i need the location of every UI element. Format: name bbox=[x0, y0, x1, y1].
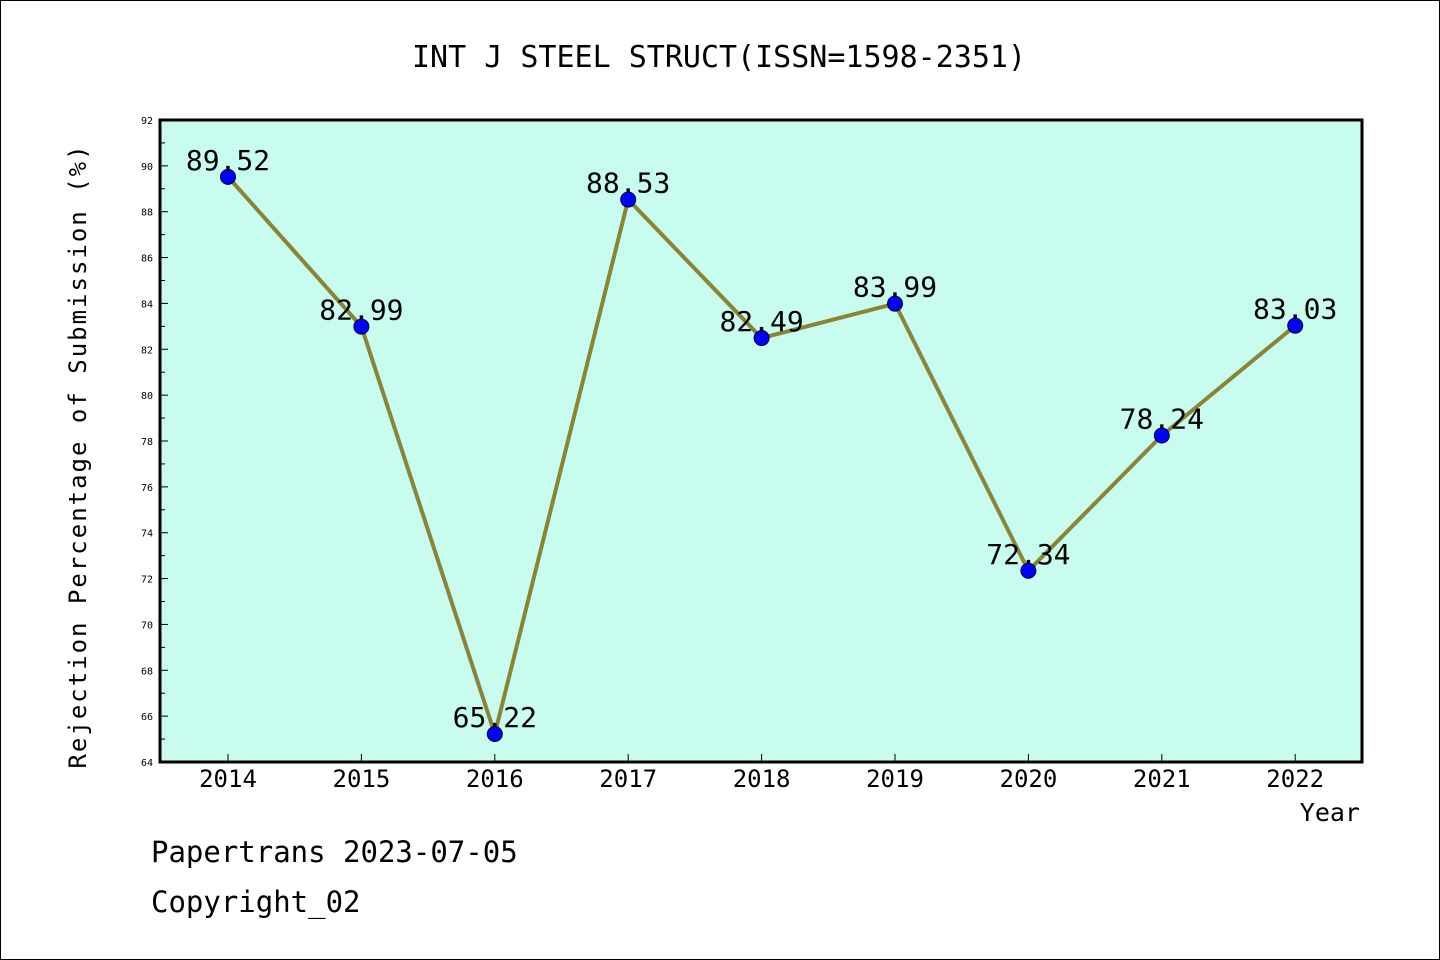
x-tick-label: 2018 bbox=[733, 765, 791, 793]
y-tick-label: 72 bbox=[141, 575, 153, 586]
x-axis: 2014 2015 2016 2017 2018 2019 2020 2021 2022 bbox=[199, 754, 1324, 793]
y-tick-label: 86 bbox=[141, 254, 153, 265]
y-tick-label: 88 bbox=[141, 208, 153, 219]
data-label: 65.22 bbox=[453, 701, 537, 734]
x-tick-label: 2019 bbox=[866, 765, 924, 793]
y-tick-label: 82 bbox=[141, 345, 153, 356]
data-point-marker bbox=[753, 330, 770, 347]
data-point-marker bbox=[353, 318, 370, 335]
x-tick-label: 2017 bbox=[599, 765, 657, 793]
y-tick-label: 70 bbox=[141, 620, 153, 631]
y-tick-label: 78 bbox=[141, 437, 153, 448]
data-point-marker bbox=[1020, 562, 1037, 579]
data-markers bbox=[220, 168, 1304, 743]
data-labels: 89.52 82.99 65.22 88.53 82.49 83.99 72.34 78.24… bbox=[186, 144, 1337, 734]
data-point-marker bbox=[1287, 317, 1304, 334]
data-point-marker bbox=[887, 295, 903, 312]
chart-title: INT J STEEL STRUCT(ISSN=1598-2351) bbox=[412, 40, 1026, 75]
x-axis-label: Year bbox=[1300, 798, 1360, 827]
data-point-marker bbox=[486, 726, 503, 743]
y-tick-label: 64 bbox=[141, 758, 153, 769]
footer-date-text: Papertrans 2023-07-05 bbox=[151, 835, 518, 869]
y-tick-label: 80 bbox=[141, 391, 153, 402]
y-axis-label: Rejection Percentage of Submission (%) bbox=[64, 143, 92, 768]
data-point-marker bbox=[1153, 427, 1170, 444]
y-tick-label: 92 bbox=[141, 116, 153, 127]
x-tick-label: 2014 bbox=[199, 765, 257, 793]
data-label: 82.99 bbox=[319, 294, 403, 327]
y-tick-label: 74 bbox=[141, 529, 153, 540]
plot-area bbox=[158, 118, 1364, 764]
y-tick-label: 84 bbox=[141, 299, 153, 310]
x-tick-label: 2021 bbox=[1133, 765, 1191, 793]
x-tick-label: 2022 bbox=[1266, 765, 1324, 793]
y-tick-label: 66 bbox=[141, 712, 153, 723]
data-label: 83.03 bbox=[1253, 293, 1337, 326]
x-tick-label: 2016 bbox=[466, 765, 524, 793]
y-tick-label: 68 bbox=[141, 666, 153, 677]
data-point-marker bbox=[220, 168, 236, 185]
x-tick-label: 2020 bbox=[1000, 765, 1058, 793]
y-tick-label: 76 bbox=[141, 483, 153, 494]
data-label: 82.49 bbox=[719, 305, 803, 338]
y-tick-label: 90 bbox=[141, 162, 153, 173]
y-axis: 64 66 68 70 72 74 76 78 80 82 84 86 88 90 92 bbox=[141, 116, 168, 769]
data-label: 89.52 bbox=[186, 144, 270, 177]
data-point-marker bbox=[620, 191, 637, 208]
x-tick-label: 2015 bbox=[333, 765, 391, 793]
data-label: 83.99 bbox=[853, 271, 937, 304]
footer-copyright-text: Copyright_02 bbox=[151, 885, 361, 919]
data-label: 88.53 bbox=[586, 167, 670, 200]
data-label: 78.24 bbox=[1120, 402, 1204, 435]
data-label: 72.34 bbox=[986, 538, 1070, 571]
